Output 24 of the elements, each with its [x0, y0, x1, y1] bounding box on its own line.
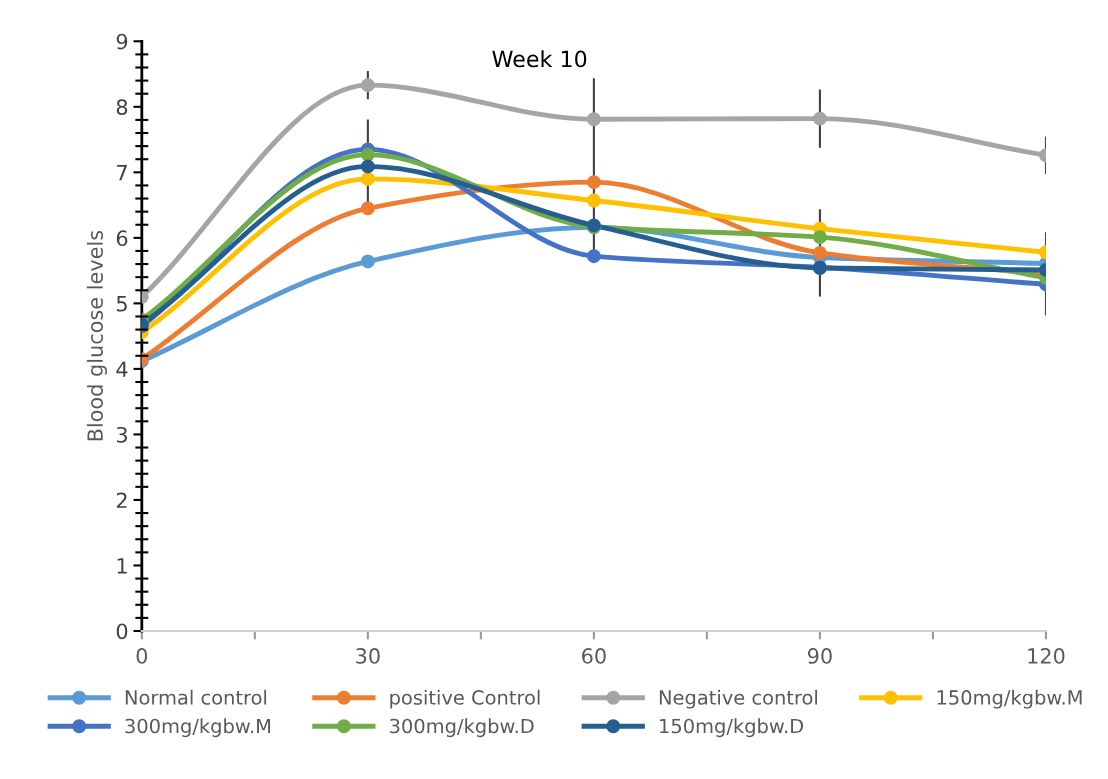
y-tick-label: 3	[116, 426, 127, 443]
x-tick-label: 60	[582, 648, 606, 664]
legend-label: 300mg/kgbw.D	[390, 718, 534, 738]
y-tick-label: 2	[116, 492, 127, 508]
y-axis-title: Blood glucose levels	[86, 230, 108, 441]
y-tick-label: 9	[116, 33, 128, 50]
y-tick-label: 4	[116, 361, 128, 377]
legend-label: Negative control	[659, 689, 817, 709]
legend-label: 150mg/kgbw.D	[660, 718, 804, 738]
y-tick-label: 1	[117, 558, 127, 574]
y-tick-label: 0	[116, 623, 128, 640]
x-tick-label: 0	[136, 648, 148, 664]
legend-label: positive Control	[390, 689, 540, 709]
x-tick-label: 120	[1028, 648, 1065, 664]
y-tick-label: 6	[116, 230, 128, 247]
y-tick-label: 5	[116, 296, 127, 312]
x-tick-label: 30	[356, 648, 380, 664]
y-tick-label: 8	[116, 99, 128, 116]
legend-label: 300mg/kgbw.M	[125, 718, 271, 738]
y-tick-label: 7	[117, 165, 127, 181]
x-tick-label: 90	[807, 648, 832, 664]
legend-label: 150mg/kgbw.M	[937, 689, 1082, 709]
legend-label: Normal control	[125, 689, 267, 705]
chart-title: Week 10	[492, 50, 587, 68]
